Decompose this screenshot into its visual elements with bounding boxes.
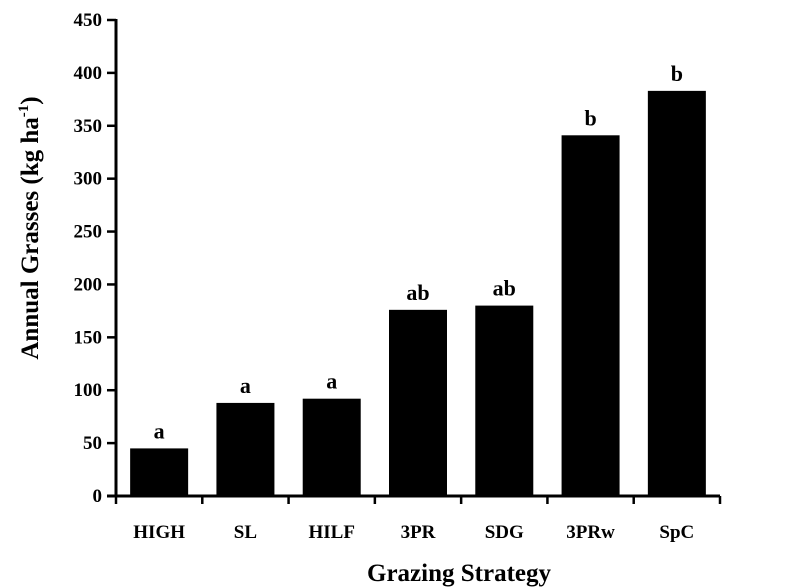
y-tick-label: 450: [74, 10, 103, 31]
y-axis-title-close: ): [17, 96, 44, 104]
x-category-label: 3PR: [401, 522, 436, 543]
x-category-label: 3PRw: [566, 522, 615, 543]
bar: [561, 135, 620, 496]
y-tick-label: 100: [74, 380, 103, 401]
y-axis-title-main: Annual Grasses (kg ha: [17, 117, 44, 360]
bar: [302, 398, 361, 496]
bar: [130, 448, 189, 496]
bar: [475, 305, 534, 496]
y-tick-label: 400: [74, 63, 103, 84]
x-category-label: SL: [234, 522, 257, 543]
x-category-label: SpC: [659, 522, 694, 543]
bar: [389, 309, 447, 496]
bar-data-label: a: [154, 418, 165, 443]
y-tick-label: 50: [83, 433, 102, 454]
data-labels: a a a ab ab b b: [154, 61, 683, 444]
x-category-label: HILF: [308, 522, 354, 543]
y-tick-label: 150: [74, 327, 103, 348]
bar-data-label: b: [671, 61, 683, 86]
x-category-label: HIGH: [133, 522, 185, 543]
bar: [216, 402, 275, 496]
y-axis-title-superscript: -1: [16, 105, 32, 118]
bar-data-label: ab: [406, 280, 429, 305]
x-axis-title: Grazing Strategy: [367, 560, 551, 587]
y-tick-label: 200: [74, 274, 103, 295]
y-axis-title: Annual Grasses (kg ha-1): [16, 96, 44, 359]
y-tick-label: 350: [74, 116, 103, 137]
y-tick-label: 0: [93, 486, 103, 507]
bar: [647, 90, 706, 497]
y-tick-label: 250: [74, 222, 103, 243]
y-tick-label: 300: [74, 169, 103, 190]
x-category-label: SDG: [485, 522, 524, 543]
bar-data-label: ab: [493, 276, 516, 301]
x-axis-ticks: HIGH SL HILF 3PR SDG 3PRw SpC: [114, 496, 722, 543]
bars: [130, 90, 706, 497]
bar-data-label: b: [584, 105, 596, 130]
y-axis-ticks: 0 50 100 150 200 250 300 350 400 450: [74, 10, 116, 507]
bar-data-label: a: [326, 369, 337, 394]
bar-data-label: a: [240, 373, 251, 398]
